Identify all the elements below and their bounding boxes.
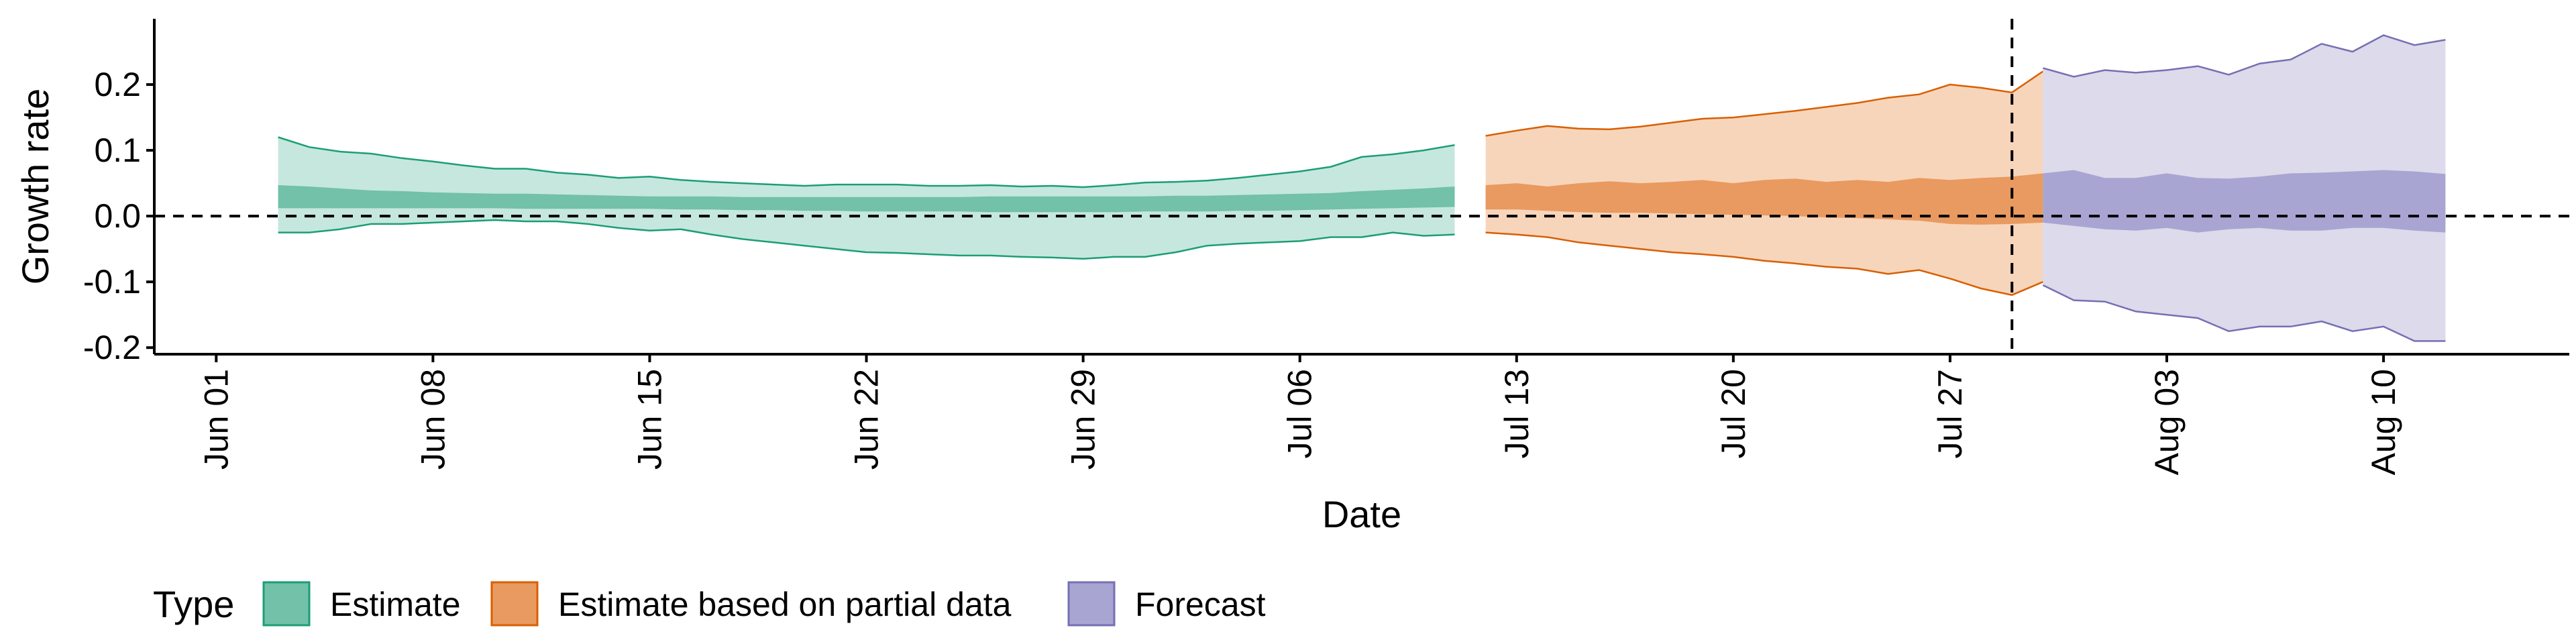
legend-key-partial-estimate	[490, 581, 539, 627]
x-tick-label: Jul 27	[1931, 369, 1969, 458]
legend-key-forecast	[1067, 581, 1116, 627]
x-tick-label: Jul 20	[1715, 369, 1752, 458]
legend-key-estimate	[262, 581, 311, 627]
legend-label-partial-estimate: Estimate based on partial data	[558, 586, 1012, 623]
y-tick-label: -0.1	[83, 263, 141, 301]
estimate-based-on-partial-data-lower-edge	[1485, 231, 2043, 297]
plot-area: -0.2 -0.1 0.0 0.1 0.2 Jun 01 Jun 08 Jun 15 Jun 2…	[83, 19, 2569, 475]
forecast-lower-edge	[2042, 284, 2446, 342]
estimate-based-on-partial-data-upper-edge	[1485, 70, 2044, 137]
forecast-inner-band	[2043, 170, 2446, 233]
legend-item-forecast: Forecast	[1067, 581, 1266, 627]
estimate-based-on-partial-data-inner-band	[1485, 173, 2043, 225]
x-tick-label: Aug 03	[2148, 369, 2186, 475]
x-tick-label: Jul 13	[1498, 369, 1536, 458]
legend-item-estimate: Estimate	[262, 581, 461, 627]
y-tick-label: -0.2	[83, 329, 141, 366]
legend-label-estimate: Estimate	[330, 586, 461, 623]
x-tick-label: Jun 08	[414, 369, 451, 470]
forecast-upper-edge	[2043, 34, 2446, 78]
legend-item-partial-estimate: Estimate based on partial data	[490, 581, 1012, 627]
legend-label-forecast: Forecast	[1135, 586, 1266, 623]
x-tick-label: Jun 15	[631, 369, 669, 470]
x-tick-label: Jul 06	[1281, 369, 1319, 458]
y-tick-label: 0.2	[94, 66, 141, 103]
estimate-inner-band	[278, 185, 1455, 213]
x-tick-label: Jun 22	[848, 369, 885, 470]
x-axis-title: Date	[1322, 493, 1401, 535]
estimate-lower-edge	[278, 219, 1455, 260]
y-axis-title: Growth rate	[14, 89, 56, 285]
x-tick-label: Aug 10	[2365, 369, 2402, 475]
y-tick-label: 0.0	[94, 197, 141, 235]
estimate-upper-edge	[278, 136, 1455, 189]
legend-title: Type	[153, 583, 234, 625]
x-tick-label: Jun 01	[197, 369, 235, 470]
x-tick-label: Jun 29	[1065, 369, 1102, 470]
y-tick-label: 0.1	[94, 131, 141, 169]
legend: Type Estimate Estimate based on partial …	[153, 581, 1266, 627]
